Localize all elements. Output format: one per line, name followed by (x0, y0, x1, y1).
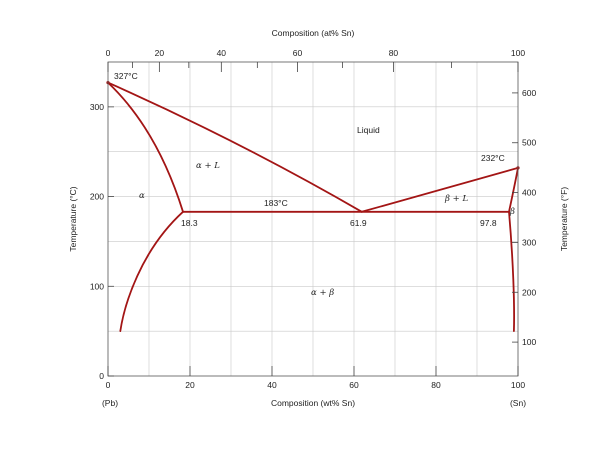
liquidus-pb-side (107, 81, 363, 213)
beta-region-label: β (509, 207, 515, 217)
pb-end-label: (Pb) (102, 398, 118, 408)
left-axis-label: Temperature (°C) (68, 186, 78, 251)
grid (108, 62, 518, 376)
top-tick-label: 100 (511, 48, 525, 58)
top-tick-label: 20 (155, 48, 165, 58)
right-tick-label: 400 (522, 188, 536, 198)
eutectic-comp-label: 61.9 (350, 218, 367, 228)
right-tick-label: 600 (522, 88, 536, 98)
left-tick-labels: 0 100 200 300 (90, 102, 104, 381)
phase-boundaries (106, 81, 520, 332)
alpha-liquid-region-label: α + L (196, 161, 220, 171)
alpha-beta-region-label: α + β (311, 288, 334, 298)
solidus-alpha (107, 81, 184, 213)
alpha-region-label: α (139, 191, 145, 201)
top-tick-labels: 0 20 40 60 80 100 (106, 48, 526, 58)
top-tick-label: 60 (293, 48, 303, 58)
bottom-tick-label: 60 (349, 380, 359, 390)
left-tick-label: 300 (90, 102, 104, 112)
right-tick-labels: 100 200 300 400 500 600 (522, 88, 536, 347)
bottom-tick-label: 100 (511, 380, 525, 390)
plot-frame (107, 61, 519, 377)
left-tick-label: 200 (90, 192, 104, 202)
solidus-beta (508, 167, 519, 213)
sn-end-label: (Sn) (510, 398, 526, 408)
bottom-tick-label: 80 (431, 380, 441, 390)
right-tick-label: 300 (522, 237, 536, 247)
pb-melting-label: 327°C (114, 71, 138, 81)
liquidus-sn-side (360, 167, 519, 213)
right-axis-label: Temperature (°F) (559, 187, 569, 252)
right-tick-label: 100 (522, 337, 536, 347)
beta-limit-label: 97.8 (480, 218, 497, 228)
axis-ticks (107, 62, 519, 377)
solvus-alpha (119, 210, 184, 332)
alpha-limit-label: 18.3 (181, 218, 198, 228)
top-tick-label: 0 (106, 48, 111, 58)
right-tick-label: 200 (522, 287, 536, 297)
beta-liquid-region-label: β + L (444, 194, 468, 204)
top-tick-label: 40 (217, 48, 227, 58)
sn-melting-label: 232°C (481, 153, 505, 163)
right-tick-label: 500 (522, 138, 536, 148)
bottom-tick-label: 40 (267, 380, 277, 390)
solvus-beta (508, 210, 515, 332)
bottom-axis-label: Composition (wt% Sn) (271, 398, 355, 408)
left-tick-label: 100 (90, 281, 104, 291)
bottom-tick-label: 20 (185, 380, 195, 390)
top-axis-label: Composition (at% Sn) (272, 28, 355, 38)
liquid-region-label: Liquid (357, 125, 380, 135)
eutectic-temp-label: 183°C (264, 198, 288, 208)
bottom-tick-label: 0 (106, 380, 111, 390)
top-tick-label: 80 (389, 48, 399, 58)
left-tick-label: 0 (99, 371, 104, 381)
bottom-tick-labels: 0 20 40 60 80 100 (106, 380, 526, 390)
